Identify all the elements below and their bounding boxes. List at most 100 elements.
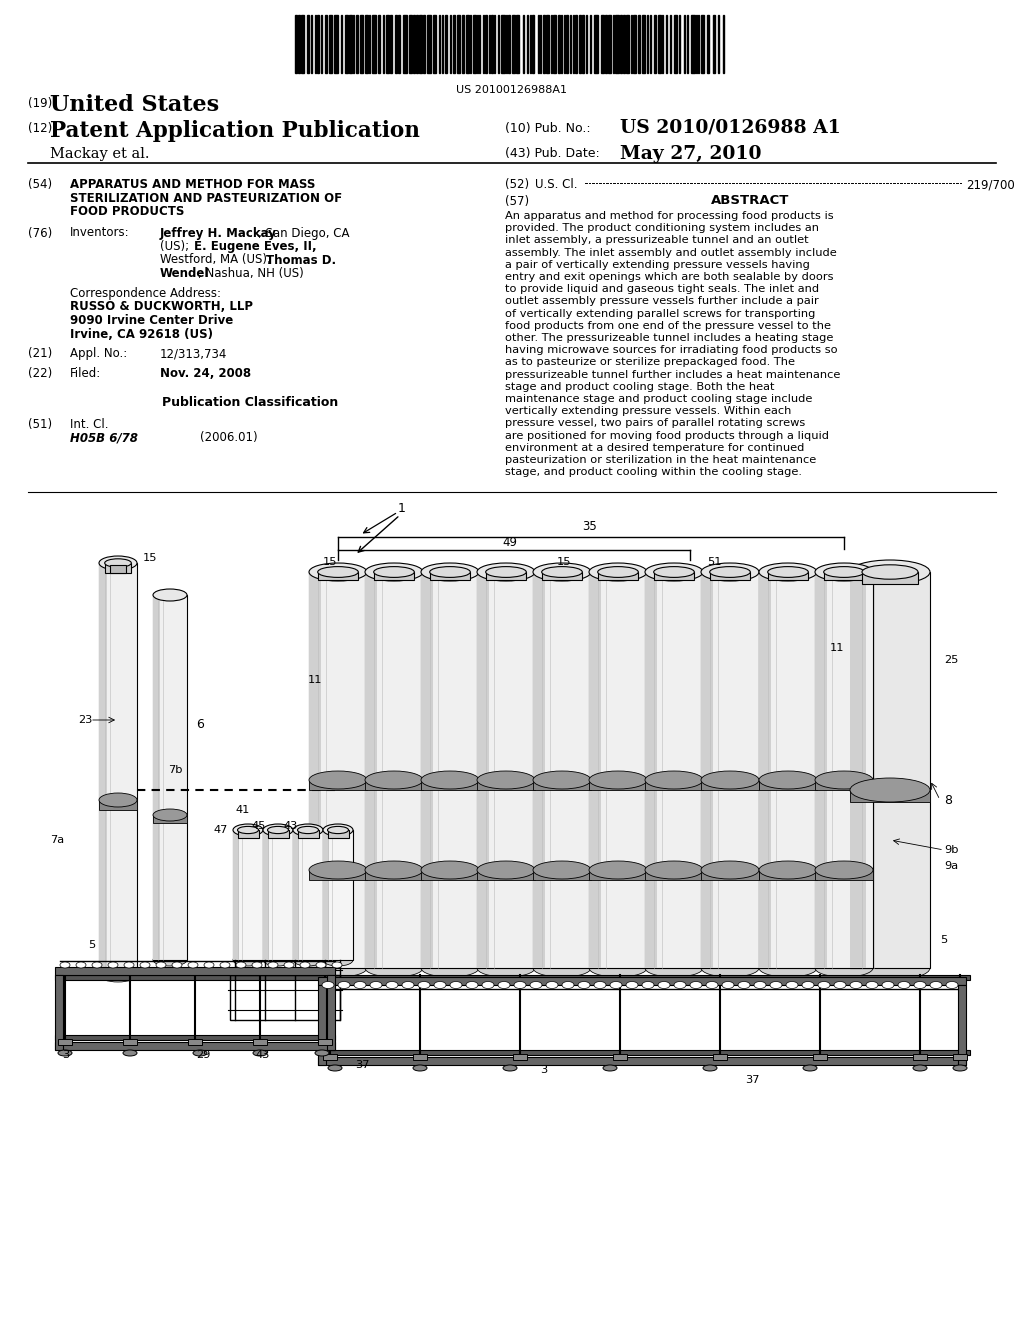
Bar <box>419 15 422 73</box>
Bar <box>421 870 479 880</box>
Bar <box>402 15 407 73</box>
Text: Westford, MA (US);: Westford, MA (US); <box>160 253 274 267</box>
Text: vertically extending pressure vessels. Within each: vertically extending pressure vessels. W… <box>505 407 792 416</box>
Bar <box>620 15 622 73</box>
Text: Correspondence Address:: Correspondence Address: <box>70 286 221 300</box>
Text: 7b: 7b <box>168 766 182 775</box>
Ellipse shape <box>193 1049 207 1056</box>
Ellipse shape <box>834 982 846 989</box>
Ellipse shape <box>786 982 798 989</box>
Bar <box>707 15 709 73</box>
Bar <box>298 830 318 838</box>
Ellipse shape <box>653 566 694 577</box>
Bar <box>153 595 187 960</box>
Ellipse shape <box>386 982 398 989</box>
Text: 41: 41 <box>236 805 251 814</box>
Text: (12): (12) <box>28 121 52 135</box>
Ellipse shape <box>701 564 759 581</box>
Bar <box>397 15 400 73</box>
Bar <box>374 572 415 579</box>
Ellipse shape <box>477 564 535 581</box>
Bar <box>233 830 239 960</box>
Bar <box>263 830 293 960</box>
Text: (22): (22) <box>28 367 52 380</box>
Ellipse shape <box>589 771 647 789</box>
Ellipse shape <box>365 771 423 789</box>
Ellipse shape <box>92 962 102 968</box>
Ellipse shape <box>482 982 494 989</box>
Ellipse shape <box>914 982 926 989</box>
Bar <box>670 15 671 73</box>
Bar <box>310 15 312 73</box>
Bar <box>759 780 817 789</box>
Text: as to pasteurize or sterilize prepackaged food. The: as to pasteurize or sterilize prepackage… <box>505 358 795 367</box>
Ellipse shape <box>603 1065 617 1071</box>
Ellipse shape <box>589 564 647 581</box>
Bar <box>615 15 618 73</box>
Ellipse shape <box>233 824 263 836</box>
Bar <box>958 985 966 1065</box>
Ellipse shape <box>645 960 703 977</box>
Ellipse shape <box>866 982 878 989</box>
Bar <box>323 1053 337 1060</box>
Ellipse shape <box>253 1049 267 1056</box>
Ellipse shape <box>268 962 278 968</box>
Bar <box>309 572 367 968</box>
Bar <box>657 15 660 73</box>
Ellipse shape <box>402 982 414 989</box>
Text: (52): (52) <box>505 178 529 191</box>
Ellipse shape <box>99 556 137 570</box>
Ellipse shape <box>815 960 873 977</box>
Bar <box>329 15 332 73</box>
Bar <box>653 572 694 579</box>
Ellipse shape <box>823 566 864 577</box>
Ellipse shape <box>233 954 263 966</box>
Text: US 20100126988A1: US 20100126988A1 <box>457 84 567 95</box>
Ellipse shape <box>862 565 918 579</box>
Text: ABSTRACT: ABSTRACT <box>711 194 790 207</box>
Ellipse shape <box>238 826 258 834</box>
Ellipse shape <box>267 826 289 834</box>
Bar <box>815 572 826 968</box>
Ellipse shape <box>236 962 246 968</box>
Bar <box>444 15 447 73</box>
Ellipse shape <box>284 962 294 968</box>
Bar <box>638 15 640 73</box>
Text: Nov. 24, 2008: Nov. 24, 2008 <box>160 367 251 380</box>
Text: 1: 1 <box>398 502 406 515</box>
Ellipse shape <box>76 962 86 968</box>
Bar <box>565 15 568 73</box>
Bar <box>360 15 362 73</box>
Ellipse shape <box>153 589 187 601</box>
Ellipse shape <box>759 564 817 581</box>
Ellipse shape <box>418 982 430 989</box>
Bar <box>589 870 647 880</box>
Bar <box>575 15 577 73</box>
Bar <box>55 975 335 979</box>
Text: United States: United States <box>50 94 219 116</box>
Text: food products from one end of the pressure vessel to the: food products from one end of the pressu… <box>505 321 831 331</box>
Ellipse shape <box>298 826 318 834</box>
Bar <box>55 975 63 1049</box>
Text: 5: 5 <box>88 940 95 950</box>
Ellipse shape <box>701 861 759 879</box>
Bar <box>700 15 703 73</box>
Bar <box>421 572 479 968</box>
Bar <box>538 15 539 73</box>
Ellipse shape <box>466 982 478 989</box>
Ellipse shape <box>898 982 910 989</box>
Text: Patent Application Publication: Patent Application Publication <box>50 120 420 143</box>
Ellipse shape <box>815 564 873 581</box>
Bar <box>319 975 970 979</box>
Bar <box>421 572 432 968</box>
Text: Appl. No.:: Appl. No.: <box>70 347 127 360</box>
Ellipse shape <box>124 962 134 968</box>
Ellipse shape <box>722 982 734 989</box>
Bar <box>378 15 380 73</box>
Text: 45: 45 <box>252 821 266 832</box>
Text: Irvine, CA 92618 (US): Irvine, CA 92618 (US) <box>70 327 213 341</box>
Text: 8: 8 <box>944 793 952 807</box>
Ellipse shape <box>913 1065 927 1071</box>
Ellipse shape <box>477 960 535 977</box>
Bar <box>55 1035 335 1040</box>
